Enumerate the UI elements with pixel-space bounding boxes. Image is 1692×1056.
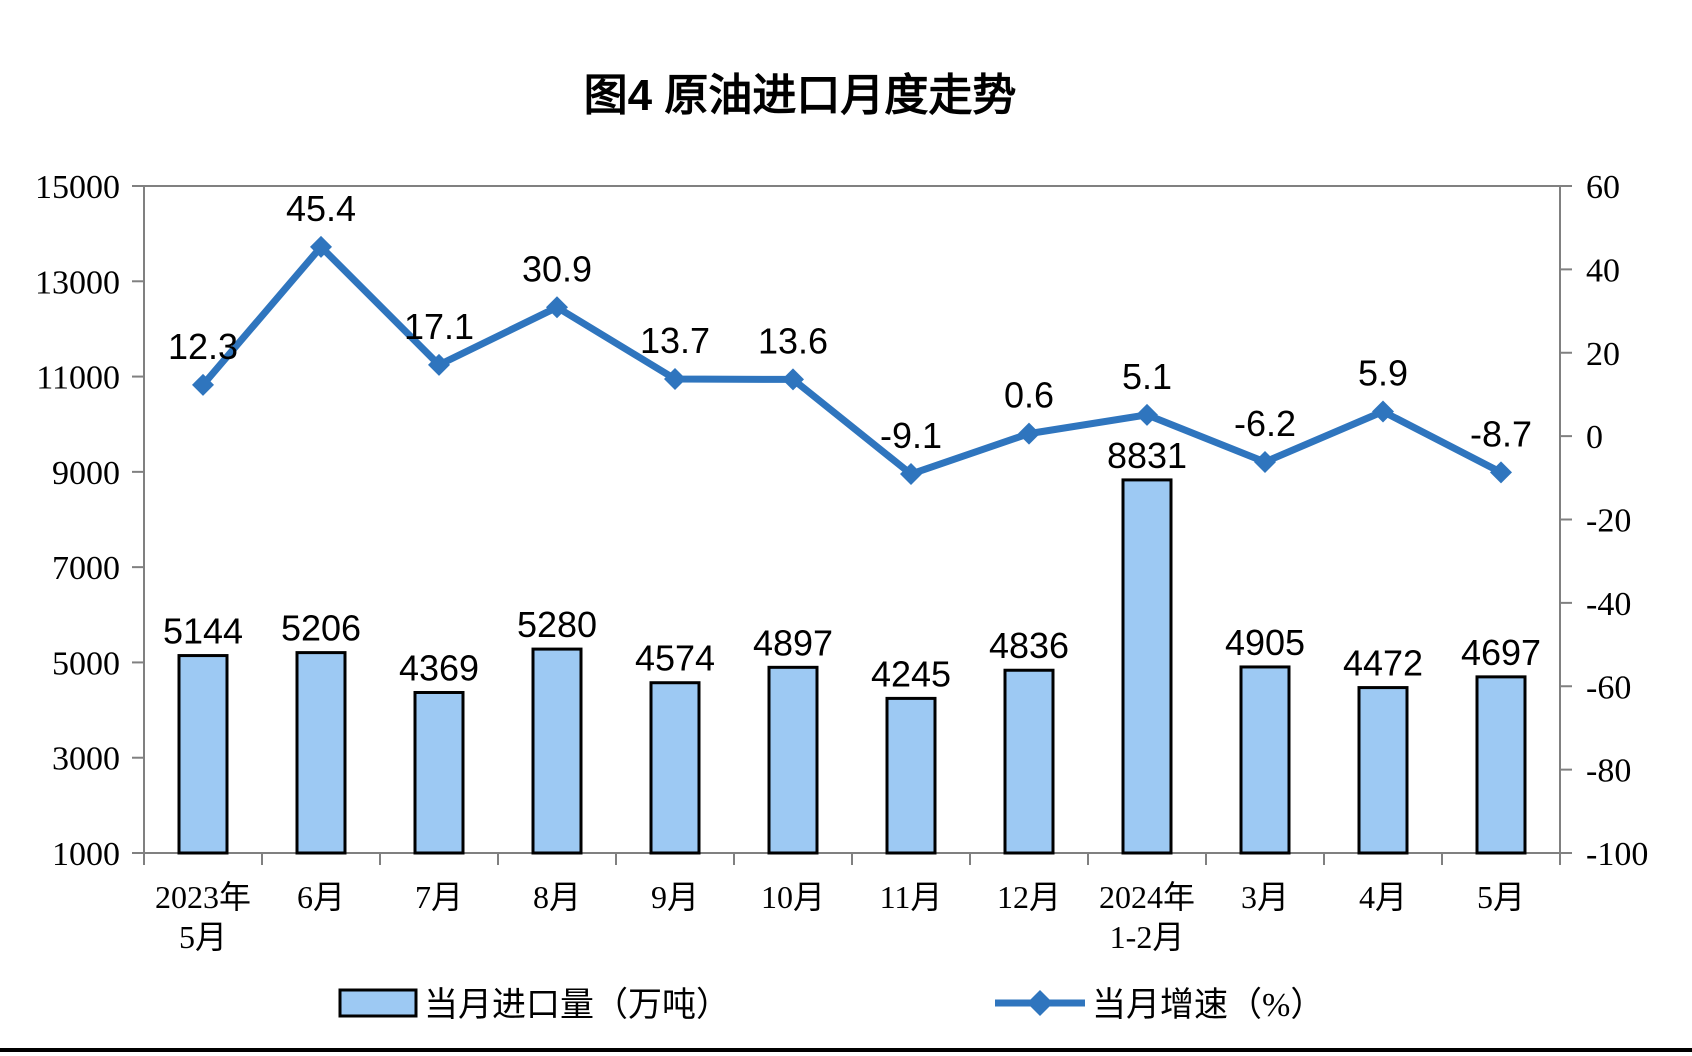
left-axis-tick-label: 15000 — [35, 169, 120, 206]
bar-value-label: 4574 — [635, 638, 715, 679]
line-marker-icon — [1018, 422, 1040, 445]
line-marker-icon — [1490, 461, 1512, 484]
left-axis-tick-label: 1000 — [52, 836, 120, 873]
x-axis-category-label: 10月 — [761, 879, 825, 915]
left-axis-tick-label: 9000 — [52, 455, 120, 492]
right-axis-tick-label: -20 — [1586, 503, 1631, 540]
bar-value-label: 4905 — [1225, 622, 1305, 663]
bar-value-label: 4897 — [753, 622, 833, 663]
line-marker-icon — [782, 368, 804, 391]
plot-area: 15000 13000 11000 9000 7000 5000 3000 1000 60 40 2… — [35, 169, 1648, 955]
bar — [177, 654, 229, 855]
x-axis-category-label: 6月 — [297, 879, 345, 915]
bar — [649, 681, 701, 855]
bar — [295, 651, 347, 855]
x-axis-category-label: 8月 — [533, 879, 581, 915]
x-axis-category-label: 5月 — [1477, 879, 1525, 915]
left-axis-tick-label: 7000 — [52, 550, 120, 587]
line-series-marker-icon — [1027, 990, 1053, 1016]
bar-value-label: 5280 — [517, 604, 597, 645]
line-value-label: 13.6 — [758, 320, 828, 361]
line-marker-icon — [664, 368, 686, 391]
right-axis-tick-label: -60 — [1586, 669, 1631, 706]
bar-series-swatch-icon — [338, 988, 418, 1018]
bar — [413, 690, 465, 855]
bar — [1475, 675, 1527, 855]
bar — [767, 665, 819, 855]
line-marker-icon — [428, 353, 450, 376]
right-axis-tick-label: -40 — [1586, 586, 1631, 623]
bar — [1121, 478, 1173, 855]
line-marker-icon — [546, 296, 568, 319]
left-axis-tick-label: 13000 — [35, 264, 120, 301]
bar-value-label: 4245 — [871, 653, 951, 694]
line-value-label: 5.9 — [1358, 353, 1408, 394]
line-marker-icon — [1136, 403, 1158, 426]
x-axis-category-label: 5月 — [179, 919, 227, 955]
line-value-label: -6.2 — [1234, 403, 1296, 444]
bar — [1239, 665, 1291, 855]
right-axis-tick-label: -100 — [1586, 836, 1648, 873]
x-axis-category-label: 3月 — [1241, 879, 1289, 915]
left-axis-tick-label: 5000 — [52, 645, 120, 682]
bar-value-label: 5144 — [163, 611, 243, 652]
bar — [885, 696, 937, 855]
legend: 当月进口量（万吨） 当月增速（%） — [338, 986, 1324, 1024]
x-axis-category-label: 1-2月 — [1110, 919, 1185, 955]
line-marker-icon — [900, 463, 922, 486]
bar — [1357, 686, 1409, 855]
chart-title: 图4 原油进口月度走势 — [584, 71, 1017, 120]
x-axis-category-label: 12月 — [997, 879, 1061, 915]
right-axis-tick-label: 60 — [1586, 169, 1620, 206]
x-axis-category-label: 11月 — [880, 879, 943, 915]
line-value-label: -8.7 — [1470, 413, 1532, 454]
line-value-label: 5.1 — [1122, 356, 1172, 397]
line-value-label: 0.6 — [1004, 375, 1054, 416]
line-marker-icon — [1372, 400, 1394, 423]
right-axis-tick-label: -80 — [1586, 753, 1631, 790]
growth-line — [200, 243, 1503, 478]
line-value-label: 13.7 — [640, 320, 710, 361]
x-axis-category-label: 9月 — [651, 879, 699, 915]
bar-value-label: 4369 — [399, 647, 479, 688]
bar-value-label: 8831 — [1107, 435, 1187, 476]
x-axis-category-label: 4月 — [1359, 879, 1407, 915]
bar — [531, 647, 583, 855]
bar-value-label: 4472 — [1343, 643, 1423, 684]
right-axis-tick-label: 20 — [1586, 336, 1620, 373]
line-value-label: 17.1 — [404, 306, 474, 347]
line-series-legend-label: 当月增速（%） — [1092, 986, 1324, 1024]
right-axis-tick-label: 0 — [1586, 419, 1603, 456]
line-marker-icon — [192, 373, 214, 396]
line-value-label: 30.9 — [522, 248, 592, 289]
line-value-label: 12.3 — [168, 326, 238, 367]
x-axis-category-label: 7月 — [415, 879, 463, 915]
line-value-label: 45.4 — [286, 188, 356, 229]
bar-series-legend-label: 当月进口量（万吨） — [424, 986, 730, 1024]
right-axis-tick-label: 40 — [1586, 252, 1620, 289]
line-marker-icon — [1254, 450, 1276, 473]
x-axis-category-label: 2024年 — [1099, 879, 1195, 915]
line-marker-icon — [310, 235, 332, 258]
bar-value-label: 5206 — [281, 608, 361, 649]
bar-value-label: 4697 — [1461, 632, 1541, 673]
line-value-label: -9.1 — [880, 415, 942, 456]
left-axis-tick-label: 11000 — [36, 360, 120, 397]
bar-value-label: 4836 — [989, 625, 1069, 666]
bar — [1003, 668, 1055, 855]
x-axis-category-label: 2023年 — [155, 879, 251, 915]
left-axis-tick-label: 3000 — [52, 741, 120, 778]
